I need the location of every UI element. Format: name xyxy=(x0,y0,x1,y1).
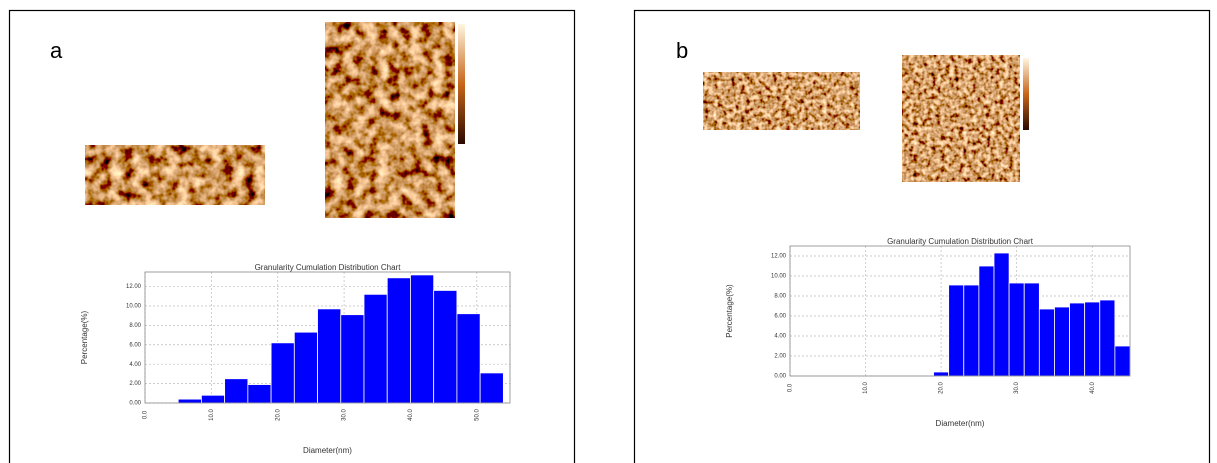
afm-3d-image xyxy=(85,145,265,205)
x-tick-label: 20.0 xyxy=(939,382,945,394)
x-tick-label: 20.0 xyxy=(275,409,281,421)
bar xyxy=(247,384,272,404)
bar xyxy=(201,394,226,404)
bar xyxy=(933,371,950,377)
y-tick-label: 2.00 xyxy=(129,381,141,387)
color-bar xyxy=(1023,58,1029,130)
bar xyxy=(224,378,249,404)
x-axis-label: Diameter(nm) xyxy=(303,446,352,455)
bar xyxy=(963,284,980,377)
y-tick-label: 2.00 xyxy=(774,354,786,360)
x-tick-label: 0.0 xyxy=(788,383,794,392)
panel-frame xyxy=(8,9,576,463)
bar xyxy=(340,314,365,404)
bar xyxy=(1114,345,1131,377)
chart-title: Granularity Cumulation Distribution Char… xyxy=(255,263,402,272)
bar xyxy=(1023,282,1040,377)
bar xyxy=(363,293,388,404)
x-tick-label: 50.0 xyxy=(474,409,480,421)
y-tick-label: 8.00 xyxy=(129,323,141,329)
y-tick-label: 6.00 xyxy=(774,314,786,320)
plot-frame xyxy=(789,245,1131,377)
bar xyxy=(1099,299,1116,377)
bar xyxy=(1008,282,1025,377)
y-tick-label: 4.00 xyxy=(774,334,786,340)
bar xyxy=(1069,302,1086,377)
bar xyxy=(270,342,295,404)
y-tick-label: 8.00 xyxy=(774,294,786,300)
bar xyxy=(479,372,504,404)
plot-frame xyxy=(144,271,511,404)
y-tick-label: 0.00 xyxy=(774,374,786,380)
x-tick-label: 10.0 xyxy=(209,409,215,421)
bar xyxy=(410,274,435,404)
x-tick-label: 40.0 xyxy=(1090,382,1096,394)
panel-frame xyxy=(633,9,1211,463)
x-tick-label: 30.0 xyxy=(342,409,348,421)
bar xyxy=(978,265,995,377)
bar xyxy=(1084,301,1101,377)
y-tick-label: 10.00 xyxy=(771,274,787,280)
y-tick-label: 10.00 xyxy=(126,304,142,310)
panel-label: a xyxy=(50,38,63,63)
y-tick-label: 0.00 xyxy=(129,401,141,407)
y-tick-label: 12.00 xyxy=(771,254,787,260)
x-axis-label: Diameter(nm) xyxy=(936,419,985,428)
color-bar xyxy=(458,24,465,144)
afm-3d-image xyxy=(703,72,860,130)
y-tick-label: 4.00 xyxy=(129,362,141,368)
x-tick-label: 30.0 xyxy=(1014,382,1020,394)
bar xyxy=(386,277,411,404)
panel-label: b xyxy=(676,38,688,63)
y-axis-label: Percentage(%) xyxy=(80,310,89,364)
bar xyxy=(993,252,1010,377)
x-tick-label: 0.0 xyxy=(143,410,149,419)
bar xyxy=(433,290,458,404)
bar xyxy=(1038,308,1055,377)
bar xyxy=(1054,306,1070,377)
bar xyxy=(456,313,481,404)
chart-title: Granularity Cumulation Distribution Char… xyxy=(887,237,1034,246)
bar xyxy=(177,398,202,404)
bar xyxy=(317,308,342,404)
bar xyxy=(293,331,318,404)
afm-2d-image xyxy=(902,55,1020,182)
x-tick-label: 40.0 xyxy=(408,409,414,421)
y-tick-label: 6.00 xyxy=(129,342,141,348)
y-axis-label: Percentage(%) xyxy=(725,284,734,338)
y-tick-label: 12.00 xyxy=(126,284,142,290)
x-tick-label: 10.0 xyxy=(863,382,869,394)
bar xyxy=(948,284,965,377)
afm-2d-image xyxy=(325,22,455,218)
